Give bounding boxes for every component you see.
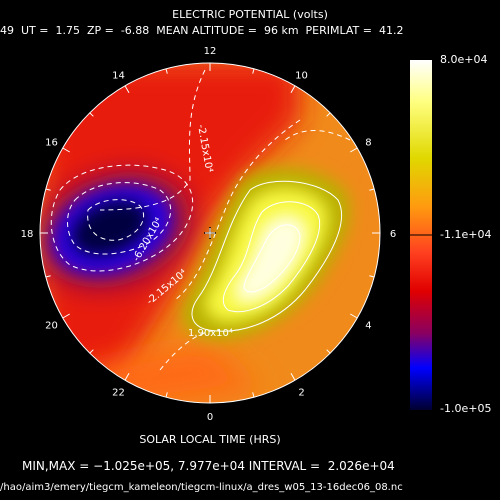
colorbar-mid-label: -1.1e+04 bbox=[440, 228, 492, 241]
hour-label: 8 bbox=[365, 138, 371, 149]
hour-tick bbox=[326, 112, 331, 117]
hour-tick bbox=[252, 68, 255, 74]
hour-tick bbox=[369, 188, 375, 191]
hour-tick bbox=[252, 392, 255, 398]
hour-tick bbox=[326, 349, 331, 354]
contour-label-pos: 1.90x10⁴ bbox=[188, 328, 233, 339]
colorbar-max-label: 8.0e+04 bbox=[440, 53, 488, 66]
hour-tick bbox=[62, 313, 70, 319]
data-file-path: /hao/aim3/emery/tiegcm_kameleon/tiegcm-l… bbox=[0, 482, 403, 493]
hour-label: 14 bbox=[112, 71, 125, 82]
hour-tick bbox=[124, 85, 130, 93]
hour-label: 0 bbox=[207, 412, 213, 423]
run-info-line: 49 UT = 1.75 ZP = -6.88 MEAN ALTITUDE = … bbox=[0, 24, 404, 37]
min-max-interval: MIN,MAX = −1.025e+05, 7.977e+04 INTERVAL… bbox=[22, 459, 395, 473]
hour-tick bbox=[290, 85, 296, 93]
hour-tick bbox=[62, 147, 70, 153]
hour-tick bbox=[165, 392, 168, 398]
hour-tick bbox=[350, 313, 358, 319]
negative-contours bbox=[50, 69, 351, 371]
hour-tick bbox=[350, 147, 358, 153]
plot-title: ELECTRIC POTENTIAL (volts) bbox=[172, 8, 328, 21]
hour-tick bbox=[45, 188, 51, 191]
hour-tick bbox=[369, 275, 375, 278]
pole-marker-inner bbox=[205, 228, 215, 238]
hour-tick bbox=[89, 349, 94, 354]
hour-label: 6 bbox=[390, 229, 396, 240]
hour-ticks bbox=[40, 63, 380, 403]
colorbar-min-label: -1.0e+05 bbox=[440, 402, 492, 415]
x-axis-label: SOLAR LOCAL TIME (HRS) bbox=[139, 433, 281, 446]
hour-label: 10 bbox=[295, 71, 308, 82]
hour-label: 2 bbox=[298, 387, 304, 398]
hour-label: 16 bbox=[45, 138, 58, 149]
hour-label: 22 bbox=[112, 387, 125, 398]
hour-label: 20 bbox=[45, 321, 58, 332]
hour-tick bbox=[290, 373, 296, 381]
hour-tick bbox=[89, 112, 94, 117]
hour-label: 18 bbox=[21, 229, 34, 240]
hour-tick bbox=[45, 275, 51, 278]
potential-field bbox=[40, 63, 380, 403]
hour-label: 12 bbox=[204, 46, 217, 57]
hour-tick bbox=[124, 373, 130, 381]
positive-contours bbox=[191, 180, 343, 332]
hour-tick bbox=[165, 68, 168, 74]
hour-label: 4 bbox=[365, 321, 371, 332]
